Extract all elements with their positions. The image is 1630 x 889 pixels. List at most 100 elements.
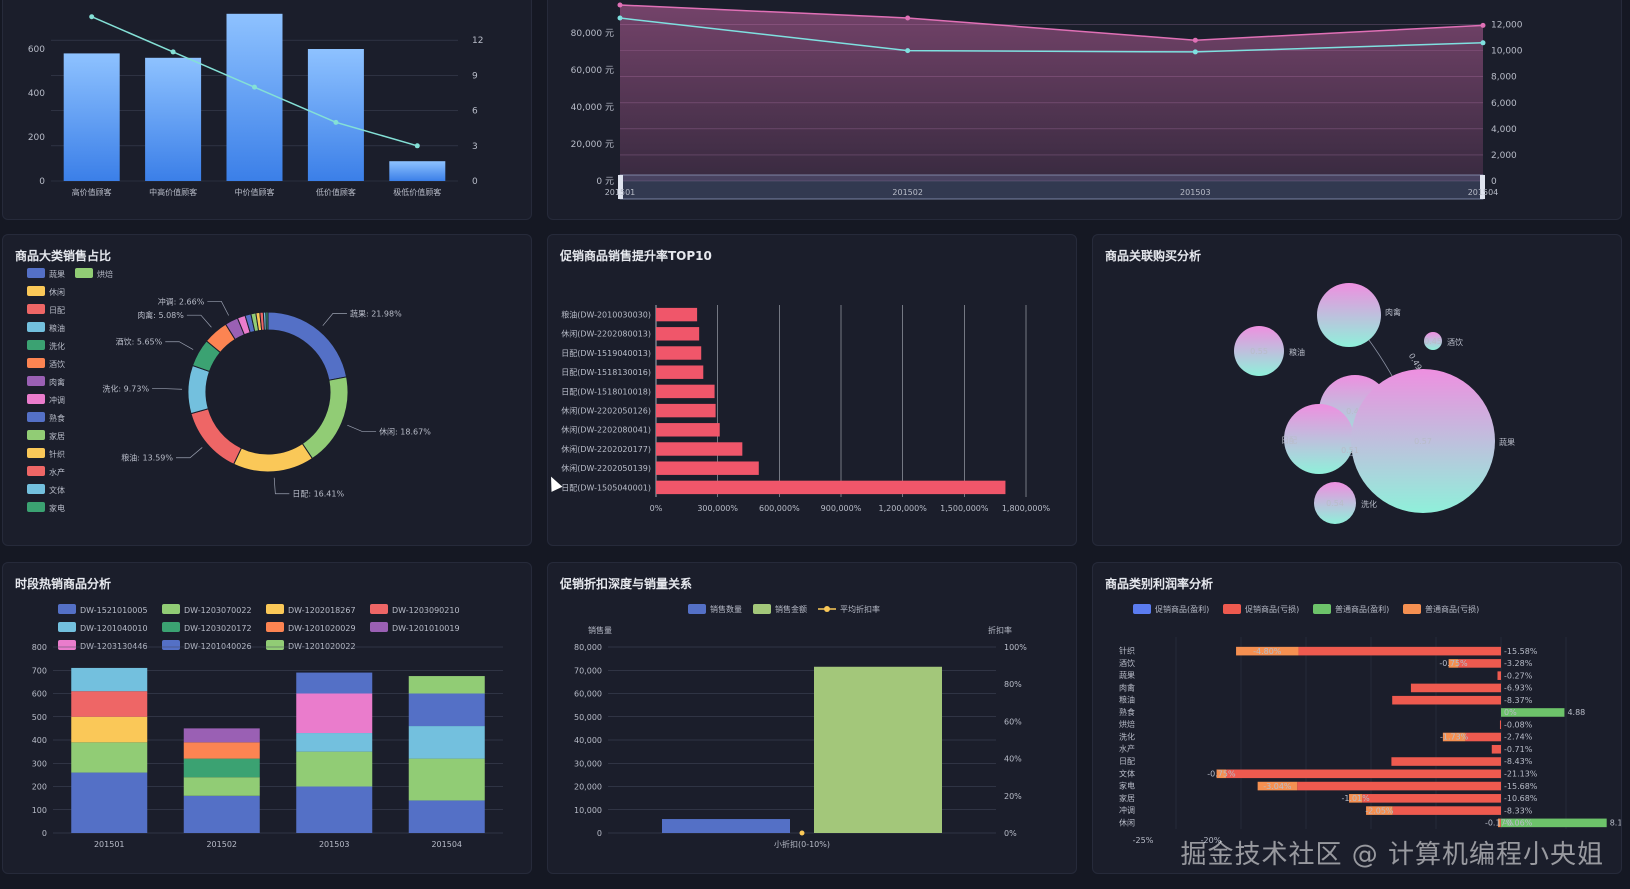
bar: [662, 819, 790, 833]
legend-label: 普通商品(盈利): [1335, 604, 1389, 614]
bar-value-label: -15.58%: [1504, 647, 1538, 656]
y-tick-label: 烘焙: [1119, 719, 1135, 729]
y2-tick-label: 0: [1491, 177, 1497, 187]
hot-products-chart: DW-1521010005 DW-1203070022 DW-1202018267 D…: [32, 604, 503, 849]
bar: [1298, 646, 1501, 656]
legend-label: DW-1201040010: [80, 624, 148, 633]
legend-swatch: [27, 358, 45, 368]
line-point: [1192, 49, 1198, 55]
line-point: [617, 2, 623, 8]
y-tick-label: 日配: [1119, 757, 1135, 766]
bubble-label: 日配: [1281, 436, 1297, 445]
y-tick-label: 针织: [1119, 646, 1135, 656]
bubble-node: [1424, 332, 1442, 350]
bar: [63, 53, 120, 181]
legend-label: 销售数量: [710, 604, 742, 614]
bar: [1236, 646, 1299, 656]
bar: [1349, 794, 1363, 803]
legend-swatch: [58, 640, 76, 650]
y-tick-label: 家电: [1119, 781, 1135, 791]
legend-label: 休闲: [49, 287, 65, 297]
panel-title: 商品关联购买分析: [1105, 249, 1202, 263]
legend-swatch: [27, 412, 45, 422]
bar-value-label: -0.75%: [1439, 659, 1468, 668]
legend-label: DW-1201040026: [184, 642, 252, 651]
legend-swatch: [266, 622, 284, 632]
legend-swatch: [27, 484, 45, 494]
stacked-bar-segment: [71, 716, 148, 743]
y-tick-label: 50,000: [574, 713, 602, 722]
bar-value-label: -1.73%: [1440, 733, 1469, 742]
y-tick-label: 10,000: [574, 806, 602, 815]
panel-hot-products: 时段热销商品分析 DW-1521010005 DW-1203070022 DW-12…: [2, 562, 532, 874]
bubble-value: 0.55: [1250, 347, 1268, 356]
stacked-bar-segment: [183, 742, 260, 759]
bar-value-label: -10.68%: [1504, 794, 1538, 803]
stacked-bar-segment: [408, 800, 485, 833]
bubble-label: 粮油: [1289, 347, 1305, 357]
bar: [1366, 806, 1393, 815]
y-tick-label: 100: [32, 806, 47, 815]
legend-label: DW-1203020172: [184, 624, 252, 633]
legend-label: 销售金额: [775, 604, 807, 614]
bubble-value: 0.57: [1414, 437, 1432, 446]
x-tick-label: 201501: [94, 840, 125, 849]
line-point: [617, 15, 623, 21]
pie-slice: [265, 311, 269, 331]
legend-swatch: [162, 622, 180, 632]
pie-slice: [232, 442, 314, 473]
legend-label: 洗化: [49, 341, 65, 351]
y-tick-label: 80,000: [574, 643, 602, 652]
y2-tick-label: 2,000: [1491, 151, 1517, 161]
y-tick-label: 蔬果: [1119, 670, 1135, 680]
y-tick-label: 600: [32, 690, 47, 699]
pie-slice-label: 酒饮: 5.65%: [116, 337, 163, 347]
bar: [1392, 806, 1501, 815]
y2-tick-label: 80%: [1004, 680, 1022, 689]
stacked-bar-segment: [296, 672, 373, 694]
y-tick-label: 0 元: [596, 177, 614, 187]
x-tick-label: 201501: [605, 188, 636, 197]
legend-swatch: [75, 268, 93, 278]
panel-discount-depth: 促销折扣深度与销量关系 销售数量 销售金额 平均折扣率 销售量 折扣率 0 10,000 20…: [547, 562, 1077, 874]
legend-swatch: [27, 466, 45, 476]
bar: [1501, 708, 1565, 717]
legend-swatch: [27, 502, 45, 512]
bar-value-label: -8.37%: [1504, 696, 1533, 705]
y-tick-label: 肉禽: [1119, 682, 1135, 692]
line-point: [89, 14, 95, 20]
legend-swatch: [1313, 604, 1331, 614]
x-tick-label: 201503: [319, 840, 350, 849]
bar: [1216, 769, 1227, 779]
legend-label: 烘焙: [97, 269, 113, 279]
legend-swatch: [27, 376, 45, 386]
x-tick-label: 900,000%: [821, 504, 862, 513]
line-point: [252, 84, 257, 90]
y-tick-label: 休闲: [1119, 817, 1135, 827]
bar: [1501, 818, 1607, 828]
legend-label: DW-1202018267: [288, 606, 356, 615]
y-tick-label: 水产: [1119, 744, 1135, 754]
stacked-bar-segment: [408, 758, 485, 801]
legend-swatch: [27, 286, 45, 296]
legend-swatch: [27, 448, 45, 458]
y2-tick-label: 12: [472, 36, 483, 46]
legend-swatch: [27, 430, 45, 440]
x-tick-label: 1,800,000%: [1002, 504, 1051, 513]
y-tick-label: 800: [32, 643, 47, 652]
y-tick-label: 日配(DW-1505040001): [561, 483, 651, 492]
legend-label: 文体: [49, 485, 65, 495]
legend-swatch: [370, 604, 388, 614]
stacked-bar-segment: [71, 667, 148, 692]
x-tick-label: 201502: [892, 188, 923, 197]
stacked-bar-segment: [296, 786, 373, 833]
bubble-label: 蔬果: [1499, 437, 1515, 447]
pie-label-line: [322, 313, 347, 326]
legend-swatch: [58, 604, 76, 614]
legend-label: DW-1201010019: [392, 624, 460, 633]
line-point: [1480, 40, 1486, 46]
y2-tick-label: 60%: [1004, 717, 1022, 726]
y2-tick-label: 6,000: [1491, 99, 1517, 109]
bar-value-label: -0.75%: [1207, 769, 1236, 778]
stacked-bar-segment: [408, 726, 485, 759]
